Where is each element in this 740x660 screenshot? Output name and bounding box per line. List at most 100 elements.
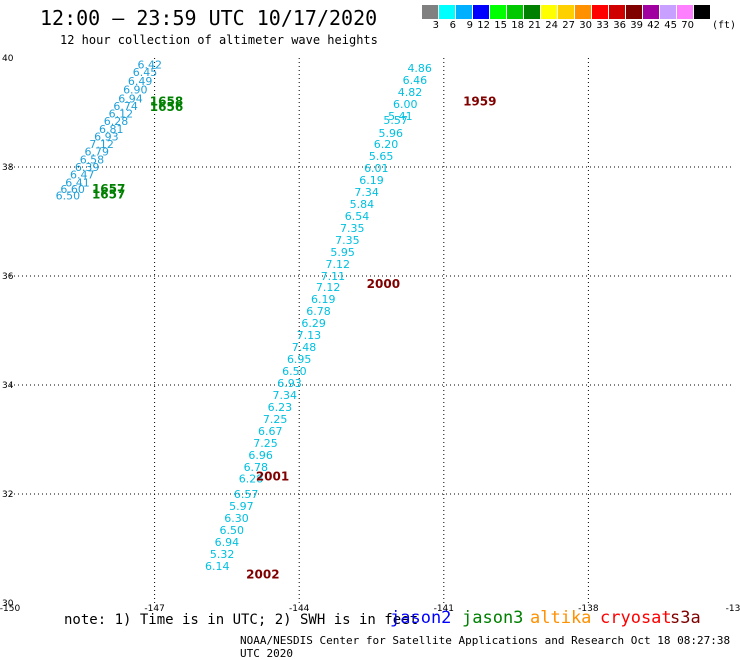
time-label: 1657 — [92, 187, 125, 201]
time-label: 1657 — [92, 182, 125, 196]
swh-value-label: 6.78 — [244, 461, 269, 474]
swh-value-label: 6.47 — [70, 169, 95, 182]
y-tick-label: 40 — [2, 54, 14, 64]
swh-value-label: 6.28 — [239, 473, 264, 486]
swh-value-label: 6.19 — [311, 293, 336, 306]
swh-value-label: 6.57 — [234, 488, 259, 501]
colorbar-unit: (ft) — [712, 20, 737, 31]
swh-value-label: 7.12 — [89, 138, 114, 151]
swh-value-label: 7.25 — [263, 413, 288, 426]
swh-value-label: 6.93 — [277, 377, 302, 390]
colorbar-label: 15 — [494, 20, 507, 31]
swh-value-label: 4.82 — [398, 86, 423, 99]
swh-value-label: 5.96 — [379, 127, 404, 140]
y-tick-label: 30 — [2, 599, 14, 609]
swh-value-label: 6.42 — [138, 59, 163, 72]
x-tick-label: -150 — [0, 604, 20, 614]
swh-value-label: 5.84 — [350, 198, 375, 211]
colorbar-label: 18 — [511, 20, 524, 31]
swh-value-label: 7.34 — [354, 186, 379, 199]
satellite-legend-jason2: jason2 — [390, 608, 452, 628]
swh-value-label: 6.95 — [287, 353, 312, 366]
swh-value-label: 7.12 — [316, 281, 341, 294]
swh-value-label: 6.78 — [306, 305, 331, 318]
swh-value-label: 6.45 — [133, 66, 158, 79]
colorbar-label: 3 — [432, 20, 439, 31]
swh-value-label: 6.19 — [359, 174, 384, 187]
footer-note: note: 1) Time is in UTC; 2) SWH is in fe… — [64, 612, 419, 628]
colorbar-swatch — [524, 5, 541, 19]
x-tick-label: -144 — [289, 604, 310, 614]
chart-title: 12:00 – 23:59 UTC 10/17/2020 — [40, 6, 378, 30]
swh-value-label: 7.12 — [326, 258, 351, 271]
satellite-legend-jason3: jason3 — [462, 608, 524, 628]
swh-value-label: 6.01 — [364, 162, 389, 175]
colorbar-swatch — [558, 5, 575, 19]
colorbar-label: 21 — [528, 20, 541, 31]
swh-value-label: 6.50 — [56, 189, 81, 202]
y-tick-label: 38 — [2, 163, 14, 173]
colorbar-label: 42 — [647, 20, 660, 31]
swh-value-label: 5.97 — [229, 500, 254, 513]
colorbar-swatch — [541, 5, 558, 19]
swh-value-label: 5.65 — [369, 150, 394, 163]
time-label: 1658 — [150, 95, 183, 109]
swh-value-label: 6.58 — [80, 153, 105, 166]
swh-value-label: 7.35 — [340, 222, 365, 235]
swh-value-label: 7.35 — [335, 234, 360, 247]
colorbar-swatch — [592, 5, 609, 19]
x-tick-label: -13 — [726, 604, 740, 614]
swh-value-label: 7.13 — [297, 329, 322, 342]
y-tick-label: 34 — [2, 381, 14, 391]
colorbar-swatch — [575, 5, 592, 19]
colorbar-swatch — [422, 5, 439, 19]
swh-value-label: 6.49 — [128, 75, 153, 88]
swh-value-label: 6.41 — [65, 176, 90, 189]
time-label: 1656 — [150, 100, 183, 114]
swh-value-label: 6.54 — [345, 210, 370, 223]
colorbar-label: 33 — [596, 20, 609, 31]
satellite-legend-s3a: s3a — [670, 608, 701, 628]
colorbar-label: 39 — [630, 20, 643, 31]
swh-value-label: 6.94 — [118, 92, 143, 105]
swh-value-label: 6.12 — [109, 108, 134, 121]
colorbar-label: 30 — [579, 20, 592, 31]
x-tick-label: -138 — [578, 604, 599, 614]
y-tick-label: 36 — [2, 272, 14, 282]
x-tick-label: -141 — [434, 604, 454, 614]
swh-value-label: 6.28 — [104, 115, 129, 128]
colorbar-label: 45 — [664, 20, 677, 31]
colorbar-label: 9 — [466, 20, 473, 31]
y-tick-label: 32 — [2, 490, 13, 500]
swh-value-label: 6.90 — [123, 84, 148, 97]
colorbar-swatch — [660, 5, 677, 19]
satellite-legend-altika: altika — [530, 608, 592, 628]
swh-value-label: 7.34 — [272, 389, 297, 402]
colorbar-label: 24 — [545, 20, 558, 31]
swh-value-label: 5.95 — [330, 246, 355, 259]
swh-value-label: 6.39 — [75, 161, 100, 174]
swh-value-label: 6.50 — [282, 365, 307, 378]
colorbar-label: 70 — [681, 20, 694, 31]
swh-value-label: 5.57 — [383, 114, 408, 127]
swh-value-label: 6.23 — [268, 401, 293, 414]
swh-value-label: 6.96 — [248, 449, 273, 462]
colorbar-swatch — [507, 5, 524, 19]
chart-subtitle: 12 hour collection of altimeter wave hei… — [60, 33, 378, 47]
colorbar-swatch — [626, 5, 643, 19]
swh-value-label: 6.79 — [85, 146, 110, 159]
swh-value-label: 5.41 — [388, 110, 413, 123]
swh-value-label: 6.46 — [403, 74, 428, 87]
colorbar-swatch — [490, 5, 507, 19]
colorbar-label: 6 — [449, 20, 456, 31]
colorbar-swatch — [609, 5, 626, 19]
swh-value-label: 6.74 — [113, 100, 138, 113]
swh-value-label: 7.11 — [321, 270, 346, 283]
footer-credit: NOAA/NESDIS Center for Satellite Applica… — [240, 634, 731, 660]
time-label: 2001 — [256, 470, 289, 484]
colorbar-label: 36 — [613, 20, 626, 31]
swh-value-label: 6.81 — [99, 123, 124, 136]
colorbar-swatch — [677, 5, 694, 19]
swh-value-label: 6.94 — [215, 536, 240, 549]
